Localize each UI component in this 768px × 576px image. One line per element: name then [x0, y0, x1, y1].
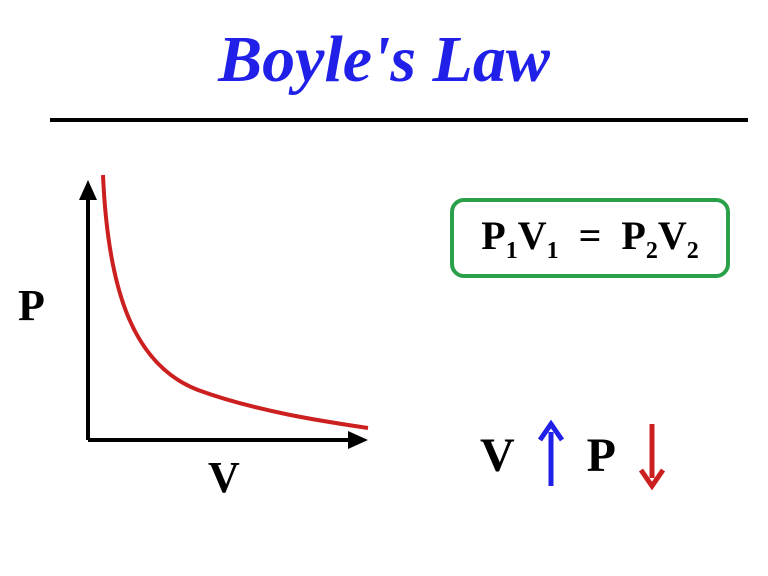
x-axis-label: V	[208, 452, 240, 503]
equation-text: P1V1 = P2V2	[481, 212, 698, 265]
pv-chart	[78, 170, 378, 450]
up-arrow-icon	[533, 420, 569, 490]
title-underline	[50, 118, 748, 122]
relation-p-label: P	[587, 428, 616, 483]
title-text: Boyle's Law	[218, 23, 550, 96]
relation-row: V P	[480, 420, 670, 490]
page-title: Boyle's Law	[0, 22, 768, 98]
down-arrow-icon	[634, 420, 670, 490]
relation-v-label: V	[480, 428, 515, 483]
y-axis-label: P	[18, 280, 45, 331]
y-axis	[79, 180, 97, 440]
x-axis	[88, 431, 368, 449]
pv-curve	[103, 175, 368, 428]
equation-box: P1V1 = P2V2	[450, 198, 730, 278]
